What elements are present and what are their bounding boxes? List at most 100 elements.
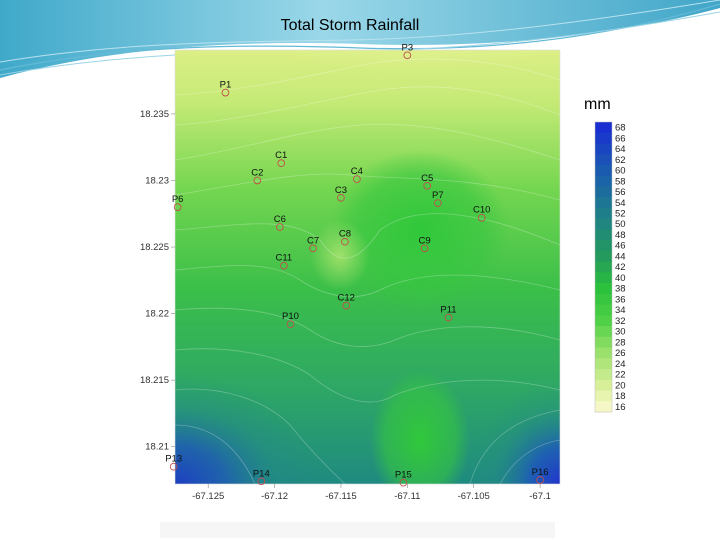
station-label: P14 xyxy=(253,468,270,479)
station-marker xyxy=(309,244,317,253)
station-label: P10 xyxy=(282,311,299,322)
station-p14: P14 xyxy=(253,468,270,486)
legend-unit-label: mm xyxy=(584,96,611,113)
legend-level-label: 66 xyxy=(615,133,626,144)
station-marker xyxy=(173,203,182,211)
y-tick-label: 18.23 xyxy=(145,175,169,186)
station-label: C6 xyxy=(274,214,286,225)
legend-swatch xyxy=(595,186,612,198)
chart-title: Total Storm Rainfall xyxy=(280,17,420,34)
x-tick-label: -67.115 xyxy=(325,491,357,502)
station-c10: C10 xyxy=(473,205,490,222)
y-tick-label: 18.22 xyxy=(145,309,169,320)
station-p13: P13 xyxy=(165,454,182,471)
color-legend: 6866646260585654525048464442403836343230… xyxy=(594,121,626,413)
station-c12: C12 xyxy=(338,293,355,310)
station-label: P13 xyxy=(165,454,182,465)
station-marker xyxy=(257,477,266,486)
legend-swatch xyxy=(595,132,612,144)
axes-layer: -67.125 -67.12 -67.115 -67.11 -67.105 -67.1 18… xyxy=(140,109,551,502)
legend-swatch xyxy=(595,261,612,273)
station-p1: P1 xyxy=(220,80,231,97)
legend-swatch xyxy=(595,240,612,252)
x-tick-label: -67.125 xyxy=(192,491,224,502)
legend-swatch xyxy=(595,293,612,305)
legend-level-label: 64 xyxy=(615,144,626,155)
station-marker xyxy=(353,175,361,183)
station-c2: C2 xyxy=(251,167,263,185)
station-marker xyxy=(399,478,408,487)
legend-swatch xyxy=(595,154,612,166)
station-c5: C5 xyxy=(421,173,433,190)
legend-level-label: 56 xyxy=(615,187,626,198)
station-p16: P16 xyxy=(532,467,549,484)
x-tick-label: -67.1 xyxy=(529,491,551,502)
station-label: P11 xyxy=(440,305,456,316)
legend-swatch xyxy=(595,164,612,177)
y-tick-label: 18.225 xyxy=(140,242,169,253)
legend-swatch xyxy=(595,218,612,230)
station-label: C3 xyxy=(335,185,347,196)
legend-level-label: 26 xyxy=(615,348,626,359)
legend-level-label: 52 xyxy=(615,208,626,219)
legend-swatch xyxy=(595,250,612,263)
station-marker xyxy=(286,320,295,329)
legend-swatch xyxy=(595,347,612,359)
legend-swatch xyxy=(595,175,612,187)
legend-level-label: 50 xyxy=(615,219,626,230)
legend-swatch xyxy=(595,122,612,134)
legend-level-label: 30 xyxy=(615,327,626,338)
station-label: C1 xyxy=(275,150,287,161)
station-marker xyxy=(253,176,262,185)
legend-swatch xyxy=(595,272,612,284)
station-marker xyxy=(536,476,544,484)
legend-swatch xyxy=(595,197,612,209)
station-marker xyxy=(423,181,432,190)
station-label: C9 xyxy=(419,235,431,246)
station-p7: P7 xyxy=(432,190,444,207)
legend-level-label: 42 xyxy=(615,262,626,273)
station-p3: P3 xyxy=(402,42,414,60)
legend-swatch xyxy=(595,358,612,370)
legend-level-label: 36 xyxy=(615,294,626,305)
station-label: P3 xyxy=(402,42,414,53)
legend-swatch xyxy=(595,336,612,348)
legend-level-label: 44 xyxy=(615,251,626,262)
station-marker xyxy=(337,193,345,202)
station-marker xyxy=(276,223,284,231)
station-p15: P15 xyxy=(395,470,412,487)
legend-swatch xyxy=(595,369,612,381)
station-label: C4 xyxy=(351,166,363,177)
legend-level-label: 34 xyxy=(615,305,626,316)
x-tick-label: -67.11 xyxy=(394,491,420,502)
legend-level-label: 40 xyxy=(615,273,626,284)
station-label: C5 xyxy=(421,173,433,184)
station-label: C11 xyxy=(275,253,292,264)
station-c3: C3 xyxy=(335,185,347,202)
station-marker xyxy=(169,462,178,471)
legend-swatch xyxy=(595,401,612,413)
y-tick-label: 18.215 xyxy=(140,375,169,386)
legend-swatch xyxy=(595,379,612,391)
legend-swatch xyxy=(595,143,612,155)
legend-level-label: 32 xyxy=(615,316,626,327)
station-label: C8 xyxy=(339,229,351,240)
footer-strip xyxy=(160,522,555,538)
station-marker xyxy=(341,237,349,246)
legend-level-label: 22 xyxy=(615,370,626,381)
legend-level-label: 58 xyxy=(615,176,626,187)
station-marker xyxy=(477,213,486,222)
legend-level-label: 60 xyxy=(615,166,626,177)
station-label: P16 xyxy=(532,467,549,478)
station-marker xyxy=(434,199,442,207)
station-c1: C1 xyxy=(275,150,287,168)
station-c6: C6 xyxy=(274,214,286,231)
station-marker xyxy=(280,261,288,270)
station-label: C2 xyxy=(251,167,263,178)
y-tick-label: 18.21 xyxy=(145,442,169,453)
legend-level-label: 38 xyxy=(615,284,626,295)
station-c8: C8 xyxy=(339,229,351,246)
station-marker xyxy=(444,313,453,322)
station-label: P6 xyxy=(172,194,184,205)
